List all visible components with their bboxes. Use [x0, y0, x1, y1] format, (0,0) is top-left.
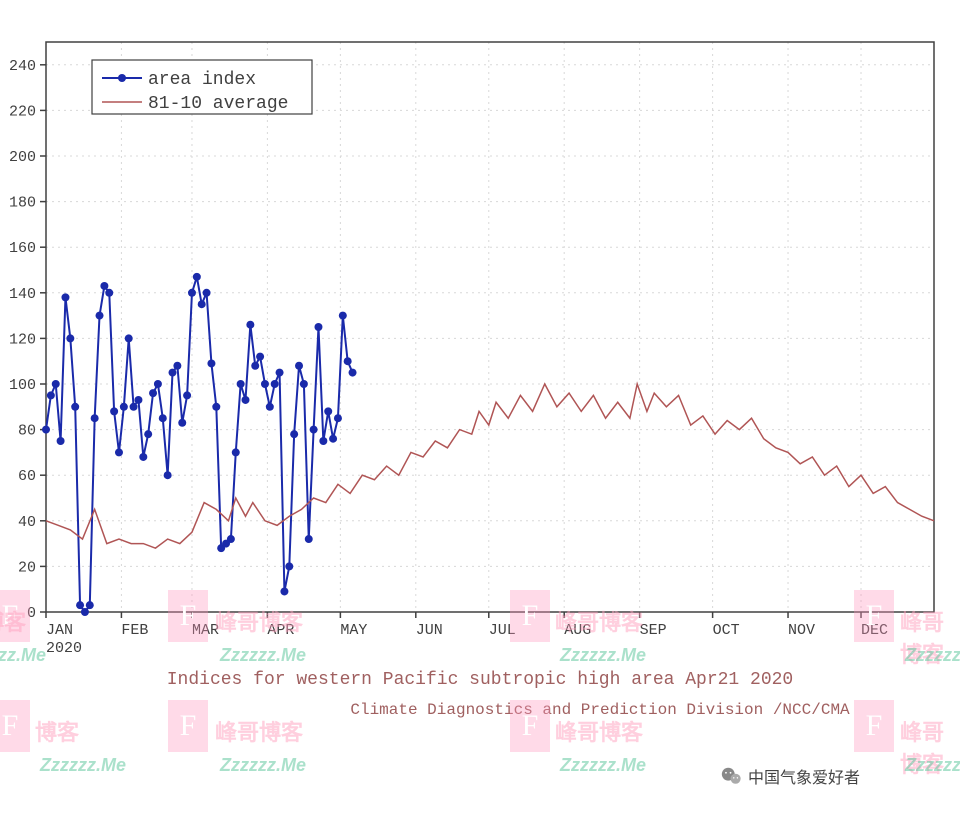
svg-text:120: 120 — [9, 331, 36, 348]
svg-text:2020: 2020 — [46, 640, 82, 657]
svg-text:JAN: JAN — [46, 622, 73, 639]
svg-text:180: 180 — [9, 195, 36, 212]
svg-text:20: 20 — [18, 559, 36, 576]
svg-text:MAR: MAR — [192, 622, 219, 639]
svg-text:SEP: SEP — [640, 622, 667, 639]
wechat-icon — [720, 765, 742, 787]
svg-text:Indices for western Pacific su: Indices for western Pacific subtropic hi… — [167, 670, 794, 690]
svg-text:AUG: AUG — [564, 622, 591, 639]
svg-text:APR: APR — [267, 622, 294, 639]
svg-text:JUL: JUL — [489, 622, 516, 639]
svg-text:60: 60 — [18, 468, 36, 485]
svg-text:MAY: MAY — [340, 622, 367, 639]
svg-text:0: 0 — [27, 605, 36, 622]
svg-text:DEC: DEC — [861, 622, 888, 639]
svg-text:area index: area index — [148, 70, 256, 90]
svg-text:OCT: OCT — [713, 622, 740, 639]
wechat-attribution: 中国气象爱好者 — [710, 760, 870, 792]
svg-text:140: 140 — [9, 286, 36, 303]
svg-text:Climate Diagnostics and Predic: Climate Diagnostics and Prediction Divis… — [350, 701, 850, 719]
svg-text:200: 200 — [9, 149, 36, 166]
svg-text:240: 240 — [9, 58, 36, 75]
svg-text:160: 160 — [9, 240, 36, 257]
chart-container: 0 20 40 60 80 100 120 140 160 180 200 220 240 JAN2020… — [0, 0, 960, 816]
chart-svg: 0 20 40 60 80 100 120 140 160 180 200 220 240 JAN2020… — [0, 0, 960, 816]
wechat-label: 中国气象爱好者 — [748, 764, 860, 788]
svg-text:JUN: JUN — [416, 622, 443, 639]
svg-text:FEB: FEB — [121, 622, 148, 639]
svg-text:100: 100 — [9, 377, 36, 394]
svg-text:NOV: NOV — [788, 622, 815, 639]
svg-text:40: 40 — [18, 514, 36, 531]
svg-text:220: 220 — [9, 103, 36, 120]
svg-text:81-10 average: 81-10 average — [148, 94, 288, 114]
svg-text:80: 80 — [18, 423, 36, 440]
